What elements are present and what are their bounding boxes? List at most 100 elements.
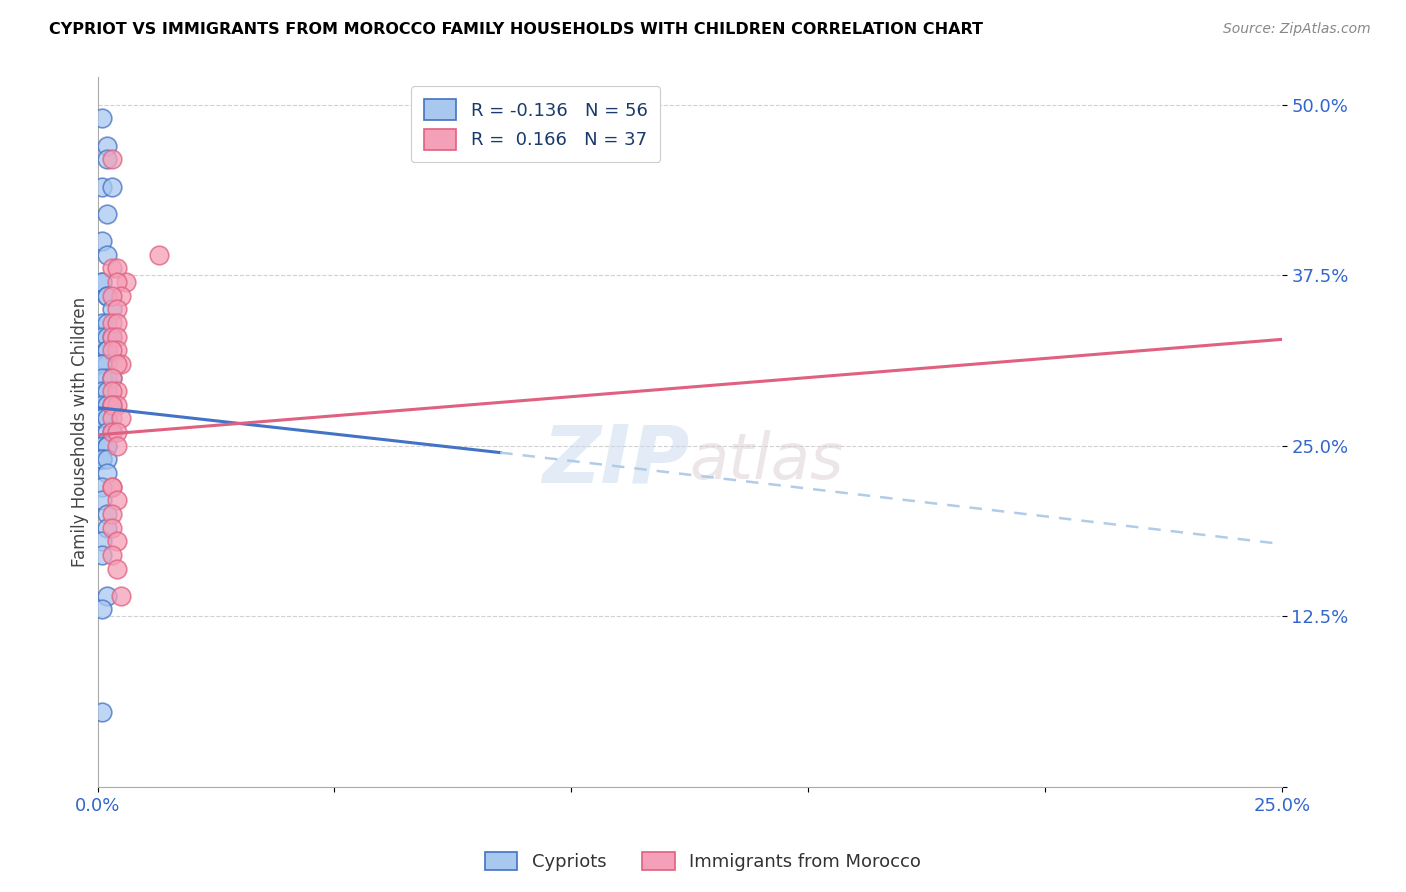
Point xyxy=(101,480,124,494)
Point xyxy=(101,179,124,194)
Point xyxy=(96,343,118,358)
Point xyxy=(101,316,124,330)
Point xyxy=(91,534,114,549)
Point xyxy=(105,329,128,343)
Point xyxy=(91,411,114,425)
Point xyxy=(96,329,118,343)
Point xyxy=(101,398,124,412)
Point xyxy=(91,548,114,562)
Text: atlas: atlas xyxy=(690,430,844,491)
Point xyxy=(91,357,114,371)
Point xyxy=(91,439,114,453)
Point xyxy=(101,411,124,425)
Point xyxy=(101,398,124,412)
Point xyxy=(96,411,118,425)
Point xyxy=(91,357,114,371)
Point xyxy=(91,602,114,616)
Point xyxy=(101,153,124,167)
Point xyxy=(96,289,118,303)
Point xyxy=(101,425,124,439)
Point xyxy=(105,261,128,276)
Point xyxy=(91,493,114,508)
Point xyxy=(96,384,118,399)
Point xyxy=(96,153,118,167)
Point xyxy=(105,534,128,549)
Point xyxy=(96,289,118,303)
Point xyxy=(96,521,118,535)
Point xyxy=(91,398,114,412)
Point xyxy=(91,370,114,384)
Point xyxy=(96,589,118,603)
Point xyxy=(105,384,128,399)
Point xyxy=(101,289,124,303)
Point xyxy=(101,370,124,384)
Point xyxy=(101,261,124,276)
Point xyxy=(96,466,118,480)
Point xyxy=(101,370,124,384)
Point xyxy=(101,302,124,317)
Point xyxy=(91,112,114,126)
Point xyxy=(96,138,118,153)
Point xyxy=(148,248,170,262)
Point xyxy=(105,561,128,575)
Point xyxy=(91,275,114,289)
Point xyxy=(105,398,128,412)
Point xyxy=(91,316,114,330)
Point xyxy=(110,289,132,303)
Y-axis label: Family Households with Children: Family Households with Children xyxy=(72,297,89,567)
Point xyxy=(110,357,132,371)
Point xyxy=(96,207,118,221)
Point xyxy=(91,452,114,467)
Legend: R = -0.136   N = 56, R =  0.166   N = 37: R = -0.136 N = 56, R = 0.166 N = 37 xyxy=(411,87,661,162)
Point xyxy=(91,179,114,194)
Point xyxy=(101,384,124,399)
Point xyxy=(96,370,118,384)
Point xyxy=(105,439,128,453)
Point xyxy=(96,411,118,425)
Point xyxy=(96,507,118,521)
Point xyxy=(96,398,118,412)
Point xyxy=(91,480,114,494)
Point xyxy=(96,425,118,439)
Point xyxy=(101,398,124,412)
Point xyxy=(101,343,124,358)
Text: CYPRIOT VS IMMIGRANTS FROM MOROCCO FAMILY HOUSEHOLDS WITH CHILDREN CORRELATION C: CYPRIOT VS IMMIGRANTS FROM MOROCCO FAMIL… xyxy=(49,22,983,37)
Point xyxy=(101,329,124,343)
Point xyxy=(91,384,114,399)
Point xyxy=(105,357,128,371)
Point xyxy=(96,357,118,371)
Point xyxy=(101,480,124,494)
Point xyxy=(105,275,128,289)
Point xyxy=(115,275,138,289)
Legend: Cypriots, Immigrants from Morocco: Cypriots, Immigrants from Morocco xyxy=(478,845,928,879)
Point xyxy=(105,343,128,358)
Point xyxy=(91,275,114,289)
Point xyxy=(101,507,124,521)
Point xyxy=(105,316,128,330)
Point xyxy=(105,302,128,317)
Point xyxy=(96,316,118,330)
Point xyxy=(91,329,114,343)
Point xyxy=(96,384,118,399)
Point xyxy=(110,589,132,603)
Text: ZIP: ZIP xyxy=(543,422,690,500)
Point xyxy=(105,425,128,439)
Point xyxy=(101,521,124,535)
Point xyxy=(96,439,118,453)
Point xyxy=(96,398,118,412)
Point xyxy=(101,425,124,439)
Point xyxy=(91,705,114,719)
Point xyxy=(110,411,132,425)
Point xyxy=(101,548,124,562)
Point xyxy=(96,248,118,262)
Point xyxy=(91,452,114,467)
Point xyxy=(105,493,128,508)
Point xyxy=(96,439,118,453)
Point xyxy=(96,411,118,425)
Point xyxy=(101,329,124,343)
Point xyxy=(91,411,114,425)
Point xyxy=(91,234,114,248)
Point xyxy=(96,343,118,358)
Text: Source: ZipAtlas.com: Source: ZipAtlas.com xyxy=(1223,22,1371,37)
Point xyxy=(96,452,118,467)
